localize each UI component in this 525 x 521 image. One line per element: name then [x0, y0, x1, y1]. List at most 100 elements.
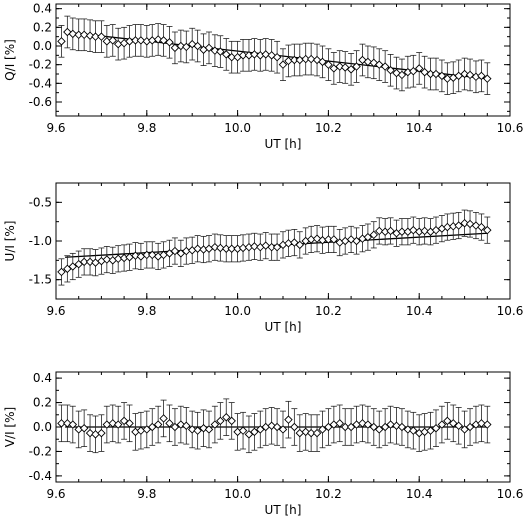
x-tick-label: 10.0	[224, 487, 251, 501]
data-point	[85, 31, 95, 40]
data-point	[79, 30, 89, 40]
data-point	[420, 226, 429, 236]
data-point	[324, 422, 333, 432]
data-point	[261, 50, 270, 59]
data-point	[102, 37, 112, 46]
y-tick-label: 0.2	[33, 20, 52, 34]
data-point	[403, 425, 413, 434]
data-point	[380, 422, 390, 432]
data-point	[182, 42, 191, 52]
data-point	[148, 422, 157, 432]
data-point	[284, 415, 293, 424]
data-point	[159, 414, 168, 423]
data-point	[261, 241, 270, 250]
data-point	[170, 422, 180, 432]
data-point	[153, 420, 163, 429]
data-point	[79, 423, 89, 433]
data-point	[290, 422, 299, 432]
data-point	[91, 32, 100, 41]
y-axis-label: U/I [%]	[3, 221, 17, 262]
data-point	[210, 420, 220, 429]
data-point	[483, 420, 492, 429]
data-point	[483, 225, 492, 235]
data-point	[346, 65, 356, 74]
data-point	[477, 71, 486, 81]
data-point	[79, 257, 89, 267]
data-point	[386, 420, 395, 429]
x-tick-label: 10.2	[315, 487, 342, 501]
y-tick-label: 0.4	[33, 371, 52, 385]
data-point	[397, 70, 407, 80]
data-point	[216, 416, 225, 426]
x-tick-label: 9.6	[46, 304, 65, 318]
data-point	[165, 419, 174, 428]
data-point	[386, 66, 395, 75]
y-tick-label: -1.0	[29, 234, 52, 248]
data-point	[460, 425, 469, 434]
data-point	[363, 57, 373, 67]
data-point	[386, 226, 395, 236]
data-point	[375, 425, 384, 434]
x-tick-label: 10.2	[315, 121, 342, 135]
data-point	[142, 250, 152, 260]
data-point	[182, 421, 191, 431]
data-point	[460, 218, 469, 228]
data-point	[454, 221, 463, 230]
data-point	[301, 427, 310, 437]
data-point	[131, 251, 140, 260]
data-point	[414, 64, 424, 73]
data-point	[301, 54, 310, 64]
data-point	[375, 60, 384, 69]
data-point	[91, 258, 100, 267]
x-axis-label: UT [h]	[265, 137, 302, 151]
data-point	[335, 419, 344, 428]
data-point	[74, 30, 83, 40]
data-point	[193, 426, 202, 435]
data-point	[176, 41, 186, 51]
data-point	[250, 50, 259, 59]
x-tick-label: 9.8	[137, 121, 156, 135]
data-point	[210, 46, 220, 55]
data-point	[85, 257, 95, 267]
data-point	[363, 420, 373, 429]
data-point	[369, 422, 379, 432]
x-tick-label: 10.0	[224, 121, 251, 135]
data-point	[119, 416, 129, 426]
data-point	[465, 422, 475, 432]
data-point	[340, 422, 350, 432]
data-point	[216, 243, 225, 253]
data-point	[295, 240, 305, 250]
data-point	[97, 428, 106, 438]
y-tick-label: 0.0	[33, 39, 52, 53]
y-tick-label: -0.2	[29, 58, 52, 72]
data-point	[329, 235, 339, 244]
data-point	[477, 419, 486, 428]
data-point	[250, 427, 259, 437]
data-point	[375, 226, 384, 236]
data-point	[222, 412, 231, 422]
data-point	[454, 421, 463, 431]
data-point	[409, 426, 418, 435]
data-point	[335, 62, 344, 71]
data-point	[306, 54, 316, 64]
data-point	[136, 252, 146, 261]
data-point	[102, 255, 112, 264]
data-point	[57, 267, 66, 277]
data-point	[306, 428, 316, 438]
x-tick-label: 10.2	[315, 304, 342, 318]
data-point	[312, 55, 322, 65]
data-point	[108, 419, 117, 428]
data-point	[397, 227, 407, 236]
data-point	[238, 51, 248, 60]
y-tick-label: -0.4	[29, 469, 52, 483]
x-tick-label: 10.6	[497, 121, 524, 135]
data-point	[125, 253, 134, 262]
data-point	[295, 428, 305, 438]
data-point	[57, 419, 66, 428]
data-point	[176, 420, 186, 429]
y-axis-label: V/I [%]	[3, 407, 17, 447]
data-point	[68, 29, 78, 39]
data-point	[346, 422, 356, 432]
data-point	[431, 423, 441, 433]
